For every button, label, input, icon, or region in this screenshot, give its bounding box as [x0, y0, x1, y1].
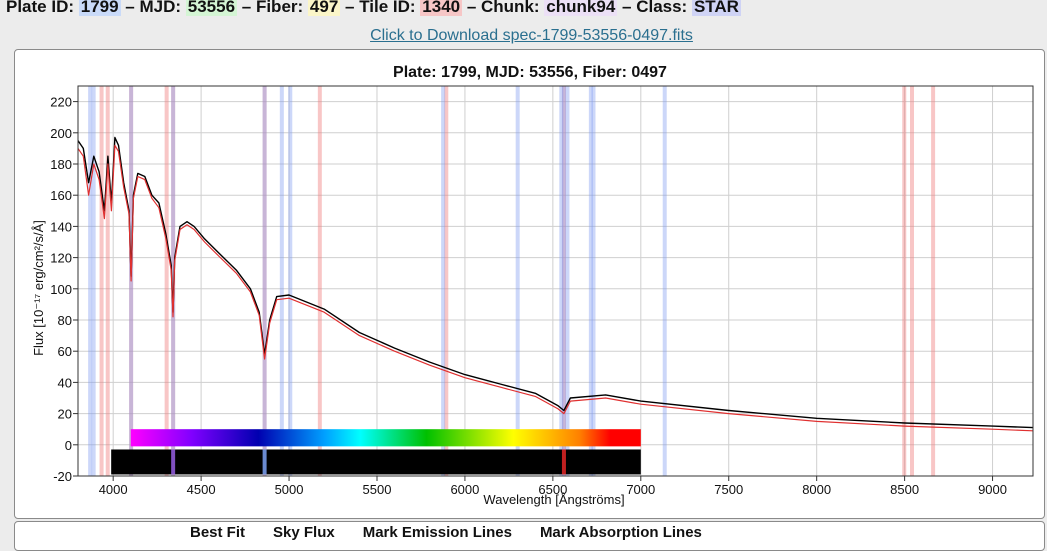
series-line-flux — [77, 136, 1034, 429]
absorption-line-marker — [164, 86, 169, 476]
x-tick-label: 6000 — [450, 482, 479, 497]
y-tick-label: -20 — [53, 469, 72, 484]
sky-strip-marker — [171, 449, 176, 475]
absorption-line-marker — [317, 86, 322, 476]
x-tick-label: 4000 — [99, 482, 128, 497]
y-tick-label: 40 — [58, 375, 72, 390]
header-label: MJD: — [139, 0, 186, 16]
header-bar: Plate ID: 1799 – MJD: 53556 – Fiber: 497… — [6, 0, 741, 17]
emission-line-marker — [565, 86, 570, 476]
download-link[interactable]: Click to Download spec-1799-53556-0497.f… — [370, 27, 693, 44]
emission-line-marker — [262, 86, 267, 476]
header-label: Chunk: — [481, 0, 545, 16]
header-label: Fiber: — [255, 0, 308, 16]
y-tick-label: 60 — [58, 344, 72, 359]
absorption-line-marker — [931, 86, 936, 476]
sky-strip-marker — [262, 449, 267, 475]
absorption-line-marker — [902, 86, 907, 476]
header-label: Plate ID: — [6, 0, 79, 16]
header-separator: – — [340, 0, 360, 16]
spectrum-chart: Plate: 1799, MJD: 53556, Fiber: 0497 Wav… — [31, 64, 1034, 507]
x-tick-label: 9000 — [978, 482, 1007, 497]
header-value: STAR — [691, 0, 741, 16]
plot-frame — [77, 85, 1034, 477]
chart-title: Plate: 1799, MJD: 53556, Fiber: 0497 — [393, 64, 667, 81]
absorption-line-marker — [105, 86, 110, 476]
emission-line-marker — [515, 86, 520, 476]
y-tick-label: 180 — [50, 157, 72, 172]
header-value: 1799 — [78, 0, 121, 16]
absorption-line-marker — [561, 86, 566, 476]
wavelength-colorbar — [130, 429, 641, 447]
header-separator: – — [237, 0, 256, 16]
emission-line-marker — [288, 86, 293, 476]
sky-strip-marker — [561, 449, 566, 475]
y-tick-label: 140 — [50, 219, 72, 234]
x-tick-label: 5000 — [275, 482, 304, 497]
header-value: chunk94 — [544, 0, 618, 16]
emission-line-marker — [279, 86, 284, 476]
header-separator: – — [120, 0, 140, 16]
y-tick-label: 100 — [50, 282, 72, 297]
absorption-line-marker — [262, 86, 267, 476]
header-value: 53556 — [185, 0, 238, 16]
y-tick-label: 120 — [50, 251, 72, 266]
y-tick-label: 220 — [50, 95, 72, 110]
sky-strip — [111, 449, 641, 475]
y-axis-label: Flux [10⁻¹⁷ erg/cm²/s/Å] — [31, 220, 46, 356]
header-label: Tile ID: — [359, 0, 421, 16]
emission-line-marker — [591, 86, 596, 476]
x-tick-label: 8000 — [802, 482, 831, 497]
emission-line-marker — [588, 86, 593, 476]
y-tick-label: 80 — [58, 313, 72, 328]
x-tick-label: 5500 — [363, 482, 392, 497]
emission-line-marker — [559, 86, 564, 476]
y-tick-label: 0 — [65, 438, 72, 453]
absorption-line-marker — [99, 86, 104, 476]
series-line-fit — [77, 144, 1034, 432]
x-tick-label: 7500 — [714, 482, 743, 497]
y-tick-label: 160 — [50, 188, 72, 203]
emission-line-marker — [441, 86, 446, 476]
emission-line-marker — [88, 86, 93, 476]
x-tick-label: 4500 — [187, 482, 216, 497]
absorption-line-marker — [171, 86, 176, 476]
header-label: Class: — [636, 0, 692, 16]
x-tick-label: 6500 — [538, 482, 567, 497]
x-tick-label: 7000 — [626, 482, 655, 497]
header-separator: – — [617, 0, 637, 16]
emission-line-marker — [662, 86, 667, 476]
y-tick-label: 200 — [50, 126, 72, 141]
absorption-line-marker — [444, 86, 449, 476]
header-value: 497 — [307, 0, 341, 16]
emission-line-marker — [171, 86, 176, 476]
y-tick-label: 20 — [58, 407, 72, 422]
absorption-line-marker — [909, 86, 914, 476]
x-tick-label: 8500 — [890, 482, 919, 497]
header-separator: – — [462, 0, 482, 16]
header-value: 1340 — [420, 0, 463, 16]
emission-line-marker — [91, 86, 96, 476]
emission-line-marker — [561, 86, 566, 476]
x-axis-label: Wavelength [Ångströms] — [483, 492, 624, 507]
